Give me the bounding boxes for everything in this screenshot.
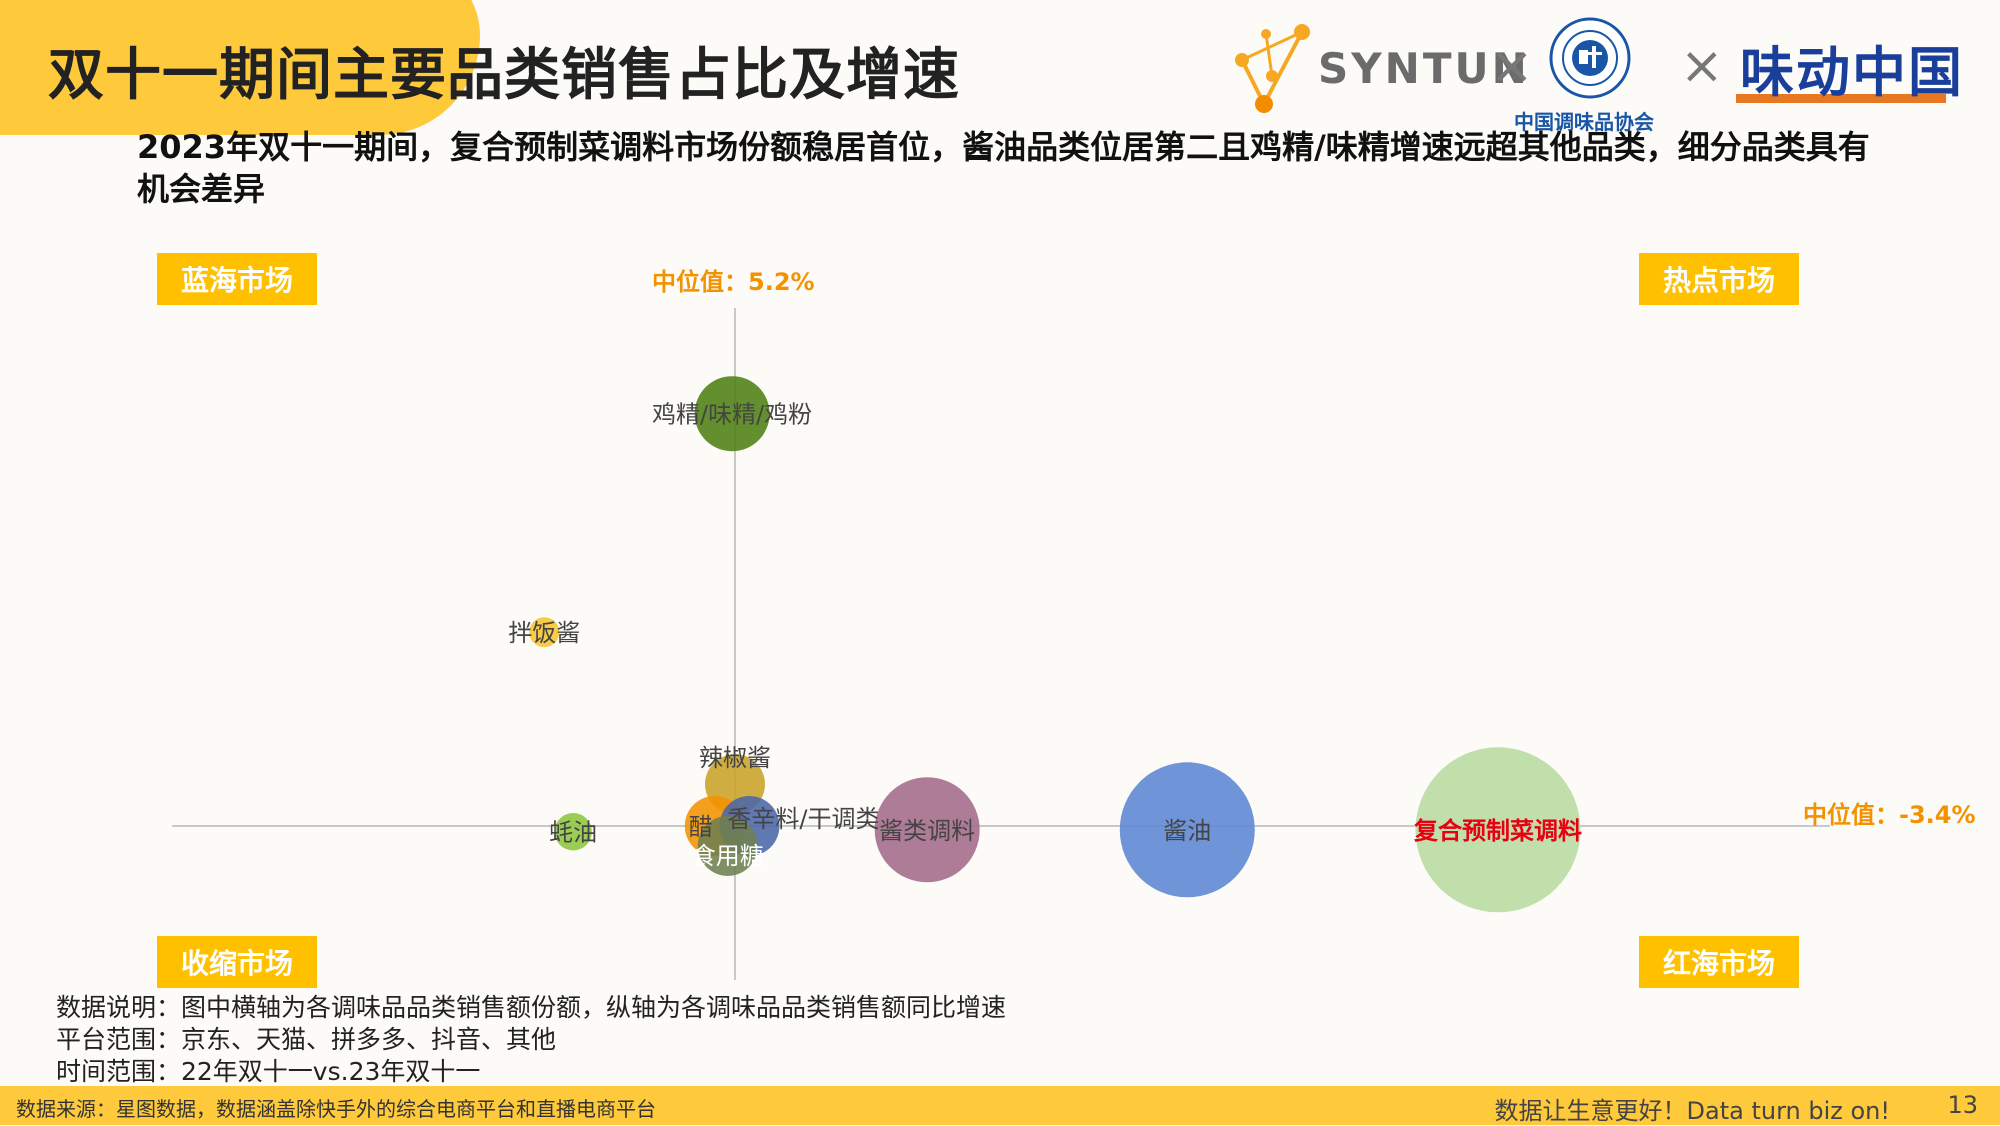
footer-slogan: 数据让生意更好！Data turn biz on! xyxy=(1494,1097,1890,1125)
association-seal-icon xyxy=(1549,17,1631,99)
quadrant-label-blue-ocean: 蓝海市场 xyxy=(157,253,317,305)
page-number: 13 xyxy=(1947,1091,1978,1119)
x-median-label: 中位值：5.2% xyxy=(652,268,815,296)
bubble-label-9: 复合预制菜调料 xyxy=(1413,817,1582,845)
footer-bar: 数据来源：星图数据，数据涵盖除快手外的综合电商平台和直播电商平台 数据让生意更好… xyxy=(0,1086,2000,1125)
bubble-label-2: 辣椒酱 xyxy=(699,744,771,772)
syntun-logo-text: SYNTUN xyxy=(1318,44,1530,93)
note-line: 数据说明：图中横轴为各调味品品类销售额份额，纵轴为各调味品品类销售额同比增速 xyxy=(56,993,1007,1022)
bubble-8 xyxy=(1119,762,1255,898)
times-icon: × xyxy=(1680,36,1724,96)
quadrant-label-red-ocean: 红海市场 xyxy=(1639,936,1799,988)
bubble-label-8: 酱油 xyxy=(1163,817,1211,845)
bubble-0 xyxy=(694,376,770,452)
bubble-label-7: 酱类调料 xyxy=(879,817,975,845)
page-title: 双十一期间主要品类销售占比及增速 xyxy=(48,43,960,108)
bubble-label-5: 食用糖 xyxy=(692,842,764,870)
bubble-7 xyxy=(874,777,980,883)
title-highlight-shape xyxy=(0,0,480,135)
logo-bar: SYNTUN × 中国调味品协会 × 味动中国 xyxy=(1232,14,1972,134)
bubble-6 xyxy=(554,812,592,851)
data-source: 数据来源：星图数据，数据涵盖除快手外的综合电商平台和直播电商平台 xyxy=(16,1097,656,1121)
bubble-label-3: 醋 xyxy=(689,813,713,841)
bubble-5 xyxy=(697,815,758,876)
weidong-underline xyxy=(1736,94,1946,103)
note-line: 平台范围：京东、天猫、拼多多、抖音、其他 xyxy=(56,1025,557,1054)
bubble-label-6: 蚝油 xyxy=(549,819,597,847)
association-name: 中国调味品协会 xyxy=(1514,110,1654,134)
quadrant-label-hot: 热点市场 xyxy=(1639,253,1799,305)
quadrant-label-shrinking: 收缩市场 xyxy=(157,936,317,988)
bubble-1 xyxy=(529,617,560,648)
weidong-logo: 味动中国 xyxy=(1740,40,1964,104)
bubble-label-4: 香辛料/干调类 xyxy=(727,805,879,833)
syntun-logo-icon xyxy=(1235,24,1310,113)
bubble-9 xyxy=(1415,747,1581,913)
page-subtitle: 2023年双十一期间，复合预制菜调料市场份额稳居首位，酱油品类位居第二且鸡精/味… xyxy=(137,128,1870,208)
y-median-label: 中位值：-3.4% xyxy=(1803,801,1976,829)
data-notes: 数据说明：图中横轴为各调味品品类销售额份额，纵轴为各调味品品类销售额同比增速 平… xyxy=(56,992,1006,1088)
bubble-label-0: 鸡精/味精/鸡粉 xyxy=(652,401,812,429)
times-icon: × xyxy=(1490,36,1534,96)
note-line: 时间范围：22年双十一vs.23年双十一 xyxy=(56,1057,481,1086)
bubble-label-1: 拌饭酱 xyxy=(508,619,580,647)
